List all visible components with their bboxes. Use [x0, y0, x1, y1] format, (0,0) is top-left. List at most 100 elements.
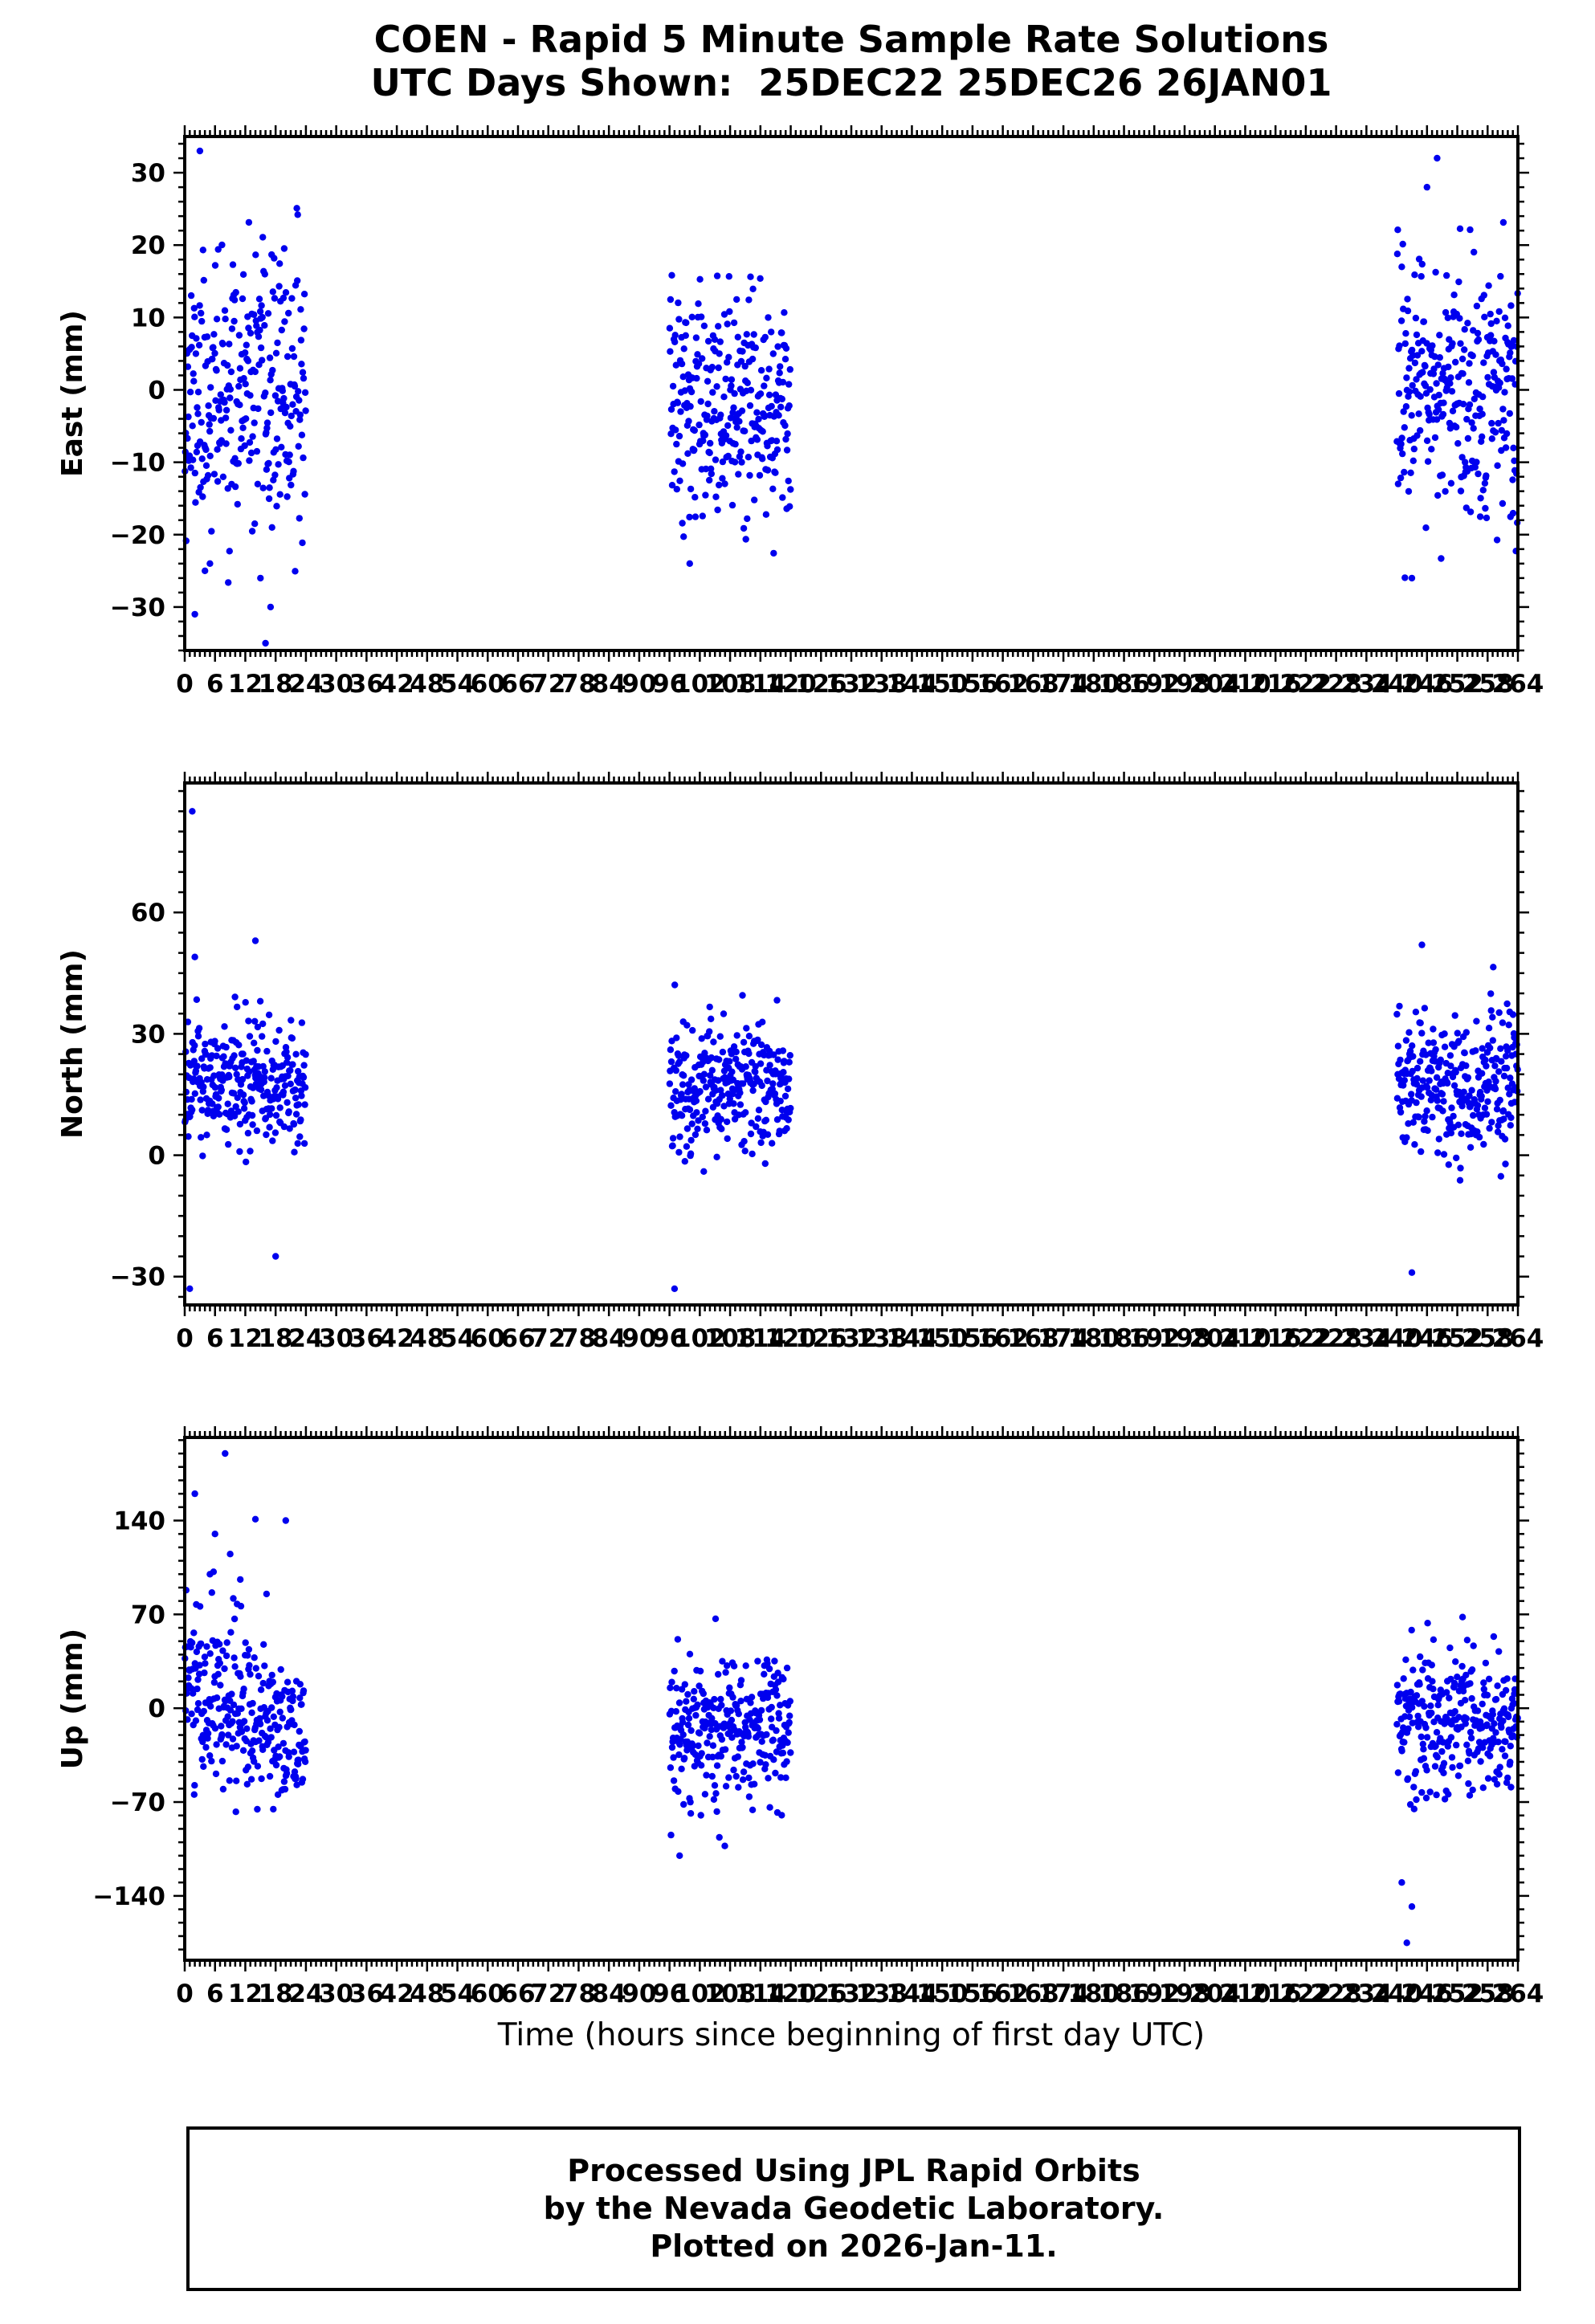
svg-text:0: 0: [176, 1324, 194, 1353]
svg-text:42: 42: [380, 670, 414, 699]
svg-text:228: 228: [1310, 1979, 1362, 2008]
svg-text:90: 90: [622, 670, 656, 699]
svg-text:12: 12: [228, 1324, 263, 1353]
svg-text:90: 90: [622, 1979, 656, 2008]
svg-text:186: 186: [1098, 1324, 1150, 1353]
svg-text:102: 102: [674, 1979, 726, 2008]
svg-text:30: 30: [319, 1979, 353, 2008]
data-points: [182, 1449, 1521, 1947]
svg-text:264: 264: [1492, 1979, 1544, 2008]
svg-text:252: 252: [1431, 1324, 1483, 1353]
svg-text:216: 216: [1250, 1324, 1302, 1353]
svg-text:132: 132: [826, 1979, 878, 2008]
svg-text:216: 216: [1250, 1979, 1302, 2008]
svg-text:258: 258: [1462, 1324, 1514, 1353]
svg-text:108: 108: [704, 670, 757, 699]
svg-text:228: 228: [1310, 670, 1362, 699]
svg-text:150: 150: [916, 1979, 969, 2008]
svg-text:54: 54: [440, 670, 475, 699]
chart-title-line1: COEN - Rapid 5 Minute Sample Rate Soluti…: [373, 18, 1329, 61]
svg-text:6: 6: [206, 670, 224, 699]
svg-text:258: 258: [1462, 670, 1514, 699]
plot-frame: [183, 1436, 1520, 1962]
svg-text:6: 6: [206, 1324, 224, 1353]
footer-credit-box: Processed Using JPL Rapid Orbits by the …: [186, 2126, 1521, 2291]
svg-text:252: 252: [1431, 1979, 1483, 2008]
svg-text:114: 114: [734, 1324, 786, 1353]
svg-text:150: 150: [916, 1324, 969, 1353]
svg-text:192: 192: [1128, 1979, 1181, 2008]
svg-text:12: 12: [228, 1979, 263, 2008]
svg-text:−10: −10: [110, 449, 165, 478]
data-points: [182, 147, 1521, 647]
svg-text:24: 24: [288, 1324, 323, 1353]
svg-text:0: 0: [176, 670, 194, 699]
svg-text:108: 108: [704, 1979, 757, 2008]
svg-text:114: 114: [734, 1979, 786, 2008]
svg-text:24: 24: [288, 670, 323, 699]
svg-text:174: 174: [1038, 670, 1090, 699]
svg-text:174: 174: [1038, 1324, 1090, 1353]
svg-text:0: 0: [148, 376, 165, 405]
svg-text:126: 126: [795, 1324, 847, 1353]
svg-text:42: 42: [380, 1324, 414, 1353]
svg-text:246: 246: [1401, 670, 1453, 699]
svg-text:156: 156: [947, 670, 999, 699]
svg-text:162: 162: [977, 1324, 1029, 1353]
data-points: [182, 808, 1521, 1293]
svg-text:North (mm): North (mm): [56, 949, 89, 1139]
svg-text:48: 48: [410, 1979, 444, 2008]
svg-text:102: 102: [674, 1324, 726, 1353]
svg-text:198: 198: [1159, 1324, 1211, 1353]
svg-text:180: 180: [1067, 670, 1120, 699]
svg-text:84: 84: [592, 1979, 626, 2008]
svg-text:84: 84: [592, 670, 626, 699]
svg-text:70: 70: [131, 1600, 165, 1629]
svg-text:144: 144: [886, 1324, 938, 1353]
svg-text:180: 180: [1067, 1979, 1120, 2008]
svg-text:252: 252: [1431, 670, 1483, 699]
svg-text:210: 210: [1219, 670, 1271, 699]
svg-text:102: 102: [674, 670, 726, 699]
svg-text:60: 60: [471, 670, 505, 699]
svg-text:144: 144: [886, 670, 938, 699]
svg-text:78: 78: [561, 1324, 596, 1353]
x-tick-labels: 0 6 12182430364248546066727884909610210811…: [176, 670, 1544, 699]
svg-text:18: 18: [259, 670, 293, 699]
svg-text:210: 210: [1219, 1324, 1271, 1353]
svg-text:132: 132: [826, 670, 878, 699]
svg-text:240: 240: [1371, 1324, 1423, 1353]
tick-marks: [173, 772, 1529, 1316]
svg-text:66: 66: [500, 1324, 535, 1353]
svg-text:186: 186: [1098, 670, 1150, 699]
svg-text:234: 234: [1340, 1324, 1393, 1353]
svg-text:96: 96: [652, 1979, 687, 2008]
svg-text:−30: −30: [110, 593, 165, 622]
svg-text:108: 108: [704, 1324, 757, 1353]
svg-text:264: 264: [1492, 670, 1544, 699]
svg-text:30: 30: [131, 1020, 165, 1049]
plot-frame: [183, 781, 1520, 1307]
svg-text:84: 84: [592, 1324, 626, 1353]
svg-text:72: 72: [531, 1324, 565, 1353]
up-plot-canvas: 0 6 12182430364248546066727884909610210811…: [56, 1426, 1544, 2008]
svg-text:Up (mm): Up (mm): [56, 1629, 89, 1769]
svg-text:120: 120: [765, 670, 817, 699]
svg-text:138: 138: [855, 670, 908, 699]
north-plot-canvas: 0 6 12182430364248546066727884909610210811…: [56, 772, 1544, 1353]
svg-text:120: 120: [765, 1324, 817, 1353]
svg-text:210: 210: [1219, 1979, 1271, 2008]
svg-text:132: 132: [826, 1324, 878, 1353]
svg-text:East (mm): East (mm): [56, 310, 89, 477]
svg-text:228: 228: [1310, 1324, 1362, 1353]
svg-text:186: 186: [1098, 1979, 1150, 2008]
svg-text:18: 18: [259, 1979, 293, 2008]
svg-text:204: 204: [1189, 670, 1241, 699]
svg-text:126: 126: [795, 670, 847, 699]
svg-text:0: 0: [148, 1142, 165, 1171]
svg-text:60: 60: [131, 899, 165, 928]
svg-text:54: 54: [440, 1979, 475, 2008]
svg-text:48: 48: [410, 1324, 444, 1353]
svg-text:72: 72: [531, 1979, 565, 2008]
